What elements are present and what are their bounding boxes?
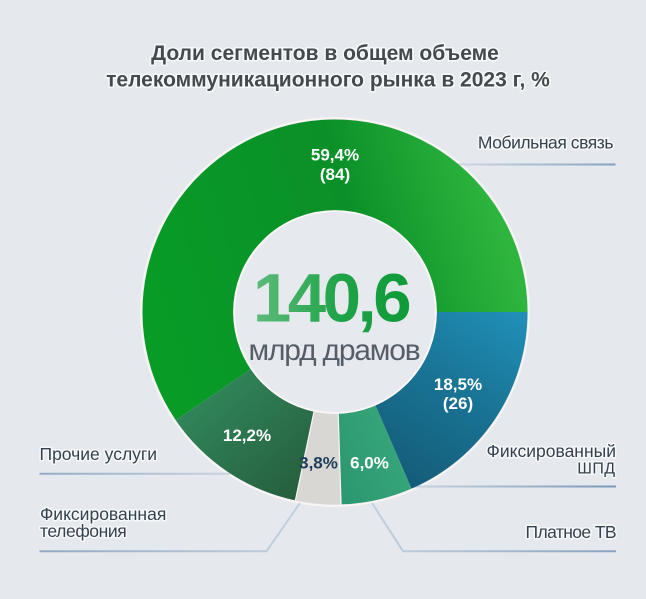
svg-text:(84): (84)	[320, 165, 350, 184]
svg-text:Мобильная связь: Мобильная связь	[478, 133, 613, 153]
svg-text:12,2%: 12,2%	[223, 426, 271, 445]
svg-text:Фиксированная: Фиксированная	[40, 504, 166, 524]
svg-text:59,4%: 59,4%	[311, 146, 359, 165]
svg-text:ШПД: ШПД	[577, 461, 615, 478]
svg-text:Платное ТВ: Платное ТВ	[525, 522, 616, 542]
svg-text:Прочие услуги: Прочие услуги	[40, 444, 158, 464]
svg-text:телекоммуникационного рынка в: телекоммуникационного рынка в 2023 г, %	[106, 69, 550, 92]
svg-text:3,8%: 3,8%	[299, 454, 338, 473]
svg-text:140,6: 140,6	[253, 260, 409, 337]
svg-text:18,5%: 18,5%	[434, 375, 482, 394]
svg-text:Фиксированный: Фиксированный	[487, 441, 616, 461]
svg-text:млрд драмов: млрд драмов	[249, 334, 420, 367]
svg-text:6,0%: 6,0%	[350, 454, 389, 473]
svg-text:(26): (26)	[443, 394, 473, 413]
svg-text:телефония: телефония	[40, 521, 126, 541]
svg-text:Доли сегментов в общем объеме: Доли сегментов в общем объеме	[151, 42, 499, 65]
